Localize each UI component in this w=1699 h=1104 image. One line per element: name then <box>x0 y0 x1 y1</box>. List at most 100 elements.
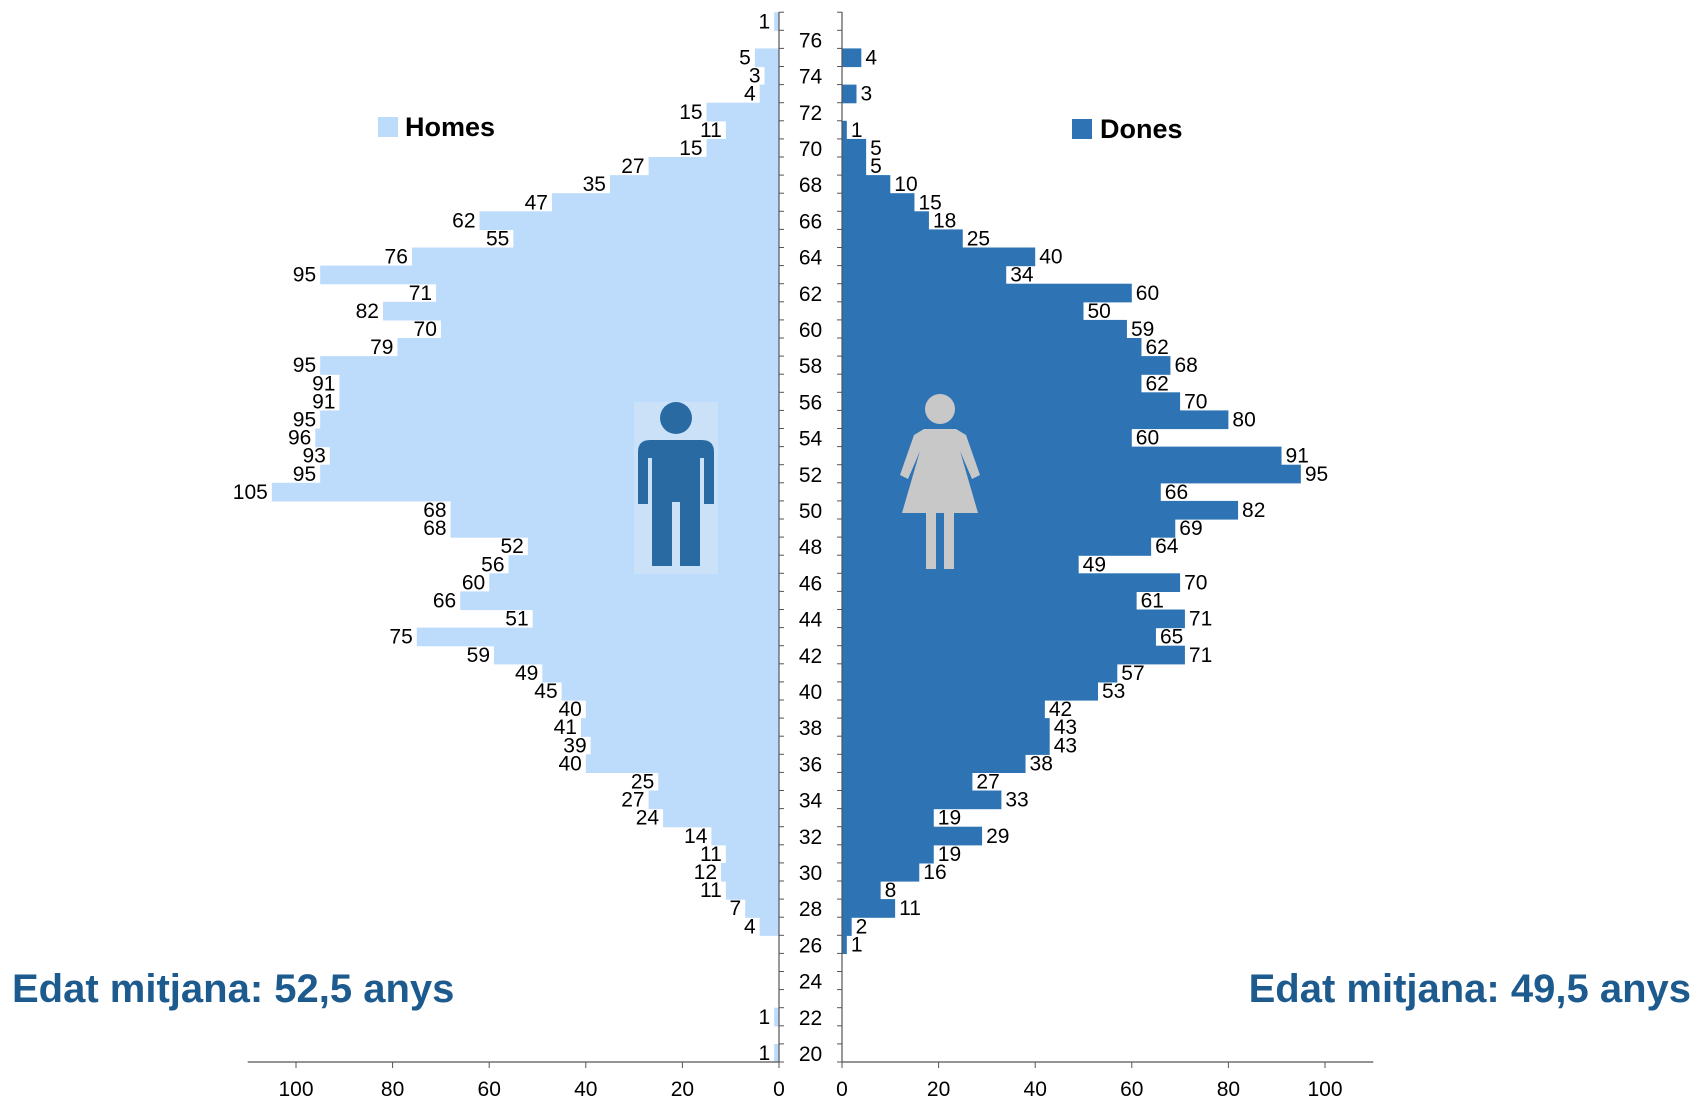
bar-homes-age-36 <box>585 754 779 773</box>
legend-label-homes: Homes <box>405 112 495 142</box>
label-dones-age-60: 59 <box>1131 318 1154 341</box>
bar-dones-age-34 <box>842 790 1002 810</box>
label-dones-age-38: 43 <box>1054 716 1077 739</box>
age-tick-label-38: 38 <box>799 717 822 740</box>
bar-homes-age-73 <box>759 84 779 104</box>
bar-dones-age-73 <box>842 84 857 104</box>
age-tick-label-30: 30 <box>799 862 822 885</box>
label-dones-age-42: 71 <box>1189 644 1212 667</box>
bar-homes-age-59 <box>397 338 779 357</box>
label-dones-age-69: 5 <box>870 155 882 178</box>
age-tick-label-48: 48 <box>799 536 822 559</box>
bar-homes-age-39 <box>585 700 779 719</box>
bar-homes-age-57 <box>339 374 779 393</box>
label-homes-age-40: 45 <box>534 680 557 703</box>
bar-homes-age-44 <box>532 609 779 629</box>
bar-homes-age-63 <box>320 265 779 285</box>
label-homes-age-53: 93 <box>302 445 325 468</box>
bar-homes-age-66 <box>479 211 779 230</box>
bar-homes-age-60 <box>440 319 779 339</box>
label-dones-age-64: 40 <box>1039 246 1062 269</box>
label-dones-age-56: 70 <box>1184 390 1207 413</box>
label-homes-age-54: 96 <box>288 427 311 450</box>
label-homes-age-48: 52 <box>500 535 523 558</box>
label-homes-age-62: 71 <box>409 282 432 305</box>
age-tick-label-28: 28 <box>799 898 822 921</box>
age-tick-label-64: 64 <box>799 247 823 270</box>
label-homes-age-37: 39 <box>563 734 586 757</box>
age-tick-label-34: 34 <box>799 790 823 813</box>
bar-homes-age-42 <box>494 645 779 665</box>
label-homes-age-36: 40 <box>558 752 581 775</box>
bar-dones-age-58 <box>842 356 1171 375</box>
label-homes-age-29: 11 <box>700 879 722 902</box>
bar-dones-age-60 <box>842 319 1127 339</box>
bar-dones-age-57 <box>842 374 1142 393</box>
label-homes-age-57: 91 <box>312 372 335 395</box>
bar-dones-age-38 <box>842 718 1050 737</box>
bar-dones-age-41 <box>842 663 1118 683</box>
label-homes-age-41: 49 <box>515 662 538 685</box>
label-dones-age-26: 1 <box>851 933 863 956</box>
bar-dones-age-31 <box>842 844 934 864</box>
bar-dones-age-46 <box>842 573 1181 592</box>
label-homes-age-68: 35 <box>583 173 606 196</box>
bar-homes-age-34 <box>648 790 779 810</box>
age-tick-label-46: 46 <box>799 572 822 595</box>
label-homes-age-45: 66 <box>433 589 456 612</box>
bar-dones-age-47 <box>842 555 1079 574</box>
label-homes-age-49: 68 <box>423 517 446 540</box>
bar-dones-age-45 <box>842 591 1137 611</box>
bar-dones-age-75 <box>842 48 862 68</box>
label-dones-age-73: 3 <box>860 83 872 106</box>
age-tick-label-50: 50 <box>799 500 822 523</box>
bar-dones-age-66 <box>842 211 929 230</box>
bar-homes-age-70 <box>706 138 779 158</box>
label-dones-age-59: 62 <box>1145 336 1168 359</box>
axes: 2022242628303234363840424446485052545658… <box>247 11 1374 1101</box>
bar-dones-age-55 <box>842 410 1229 430</box>
age-tick-label-74: 74 <box>799 66 823 89</box>
bar-homes-age-20 <box>774 1043 779 1063</box>
bar-homes-age-32 <box>711 826 779 846</box>
label-dones-age-43: 65 <box>1160 626 1183 649</box>
bar-dones-age-56 <box>842 392 1181 411</box>
label-homes-age-28: 7 <box>730 897 742 920</box>
label-dones-age-29: 8 <box>885 879 897 902</box>
x-tick-label-dones-60: 60 <box>1120 1078 1143 1101</box>
label-dones-age-51: 66 <box>1165 481 1188 504</box>
label-homes-age-27: 4 <box>744 915 756 938</box>
label-dones-age-37: 43 <box>1054 734 1077 757</box>
age-tick-label-56: 56 <box>799 391 822 414</box>
bar-dones-age-37 <box>842 736 1050 755</box>
label-homes-age-58: 95 <box>293 354 316 377</box>
age-tick-label-20: 20 <box>799 1043 822 1066</box>
label-homes-age-42: 59 <box>467 644 490 667</box>
bar-dones-age-63 <box>842 265 1007 285</box>
age-tick-label-62: 62 <box>799 283 822 306</box>
label-homes-age-31: 11 <box>700 843 722 866</box>
bar-dones-age-48 <box>842 537 1152 556</box>
bar-dones-age-27 <box>842 917 852 936</box>
bar-homes-age-40 <box>561 681 779 701</box>
label-dones-age-66: 18 <box>933 209 956 232</box>
bar-dones-age-68 <box>842 175 891 194</box>
label-homes-age-43: 75 <box>389 626 412 649</box>
label-dones-age-50: 82 <box>1242 499 1265 522</box>
legend-label-dones: Dones <box>1100 114 1183 144</box>
bar-homes-age-31 <box>725 844 779 864</box>
age-tick-label-72: 72 <box>799 102 822 125</box>
age-tick-label-22: 22 <box>799 1007 822 1030</box>
bar-dones-age-33 <box>842 808 934 828</box>
label-homes-age-72: 15 <box>679 101 702 124</box>
bar-dones-age-49 <box>842 519 1176 538</box>
label-homes-age-64: 76 <box>385 246 408 269</box>
bar-homes-age-33 <box>663 808 779 828</box>
label-homes-age-50: 68 <box>423 499 446 522</box>
age-tick-label-42: 42 <box>799 645 822 668</box>
bar-homes-age-75 <box>754 48 779 68</box>
age-tick-label-66: 66 <box>799 210 822 233</box>
label-dones-age-27: 2 <box>856 915 868 938</box>
